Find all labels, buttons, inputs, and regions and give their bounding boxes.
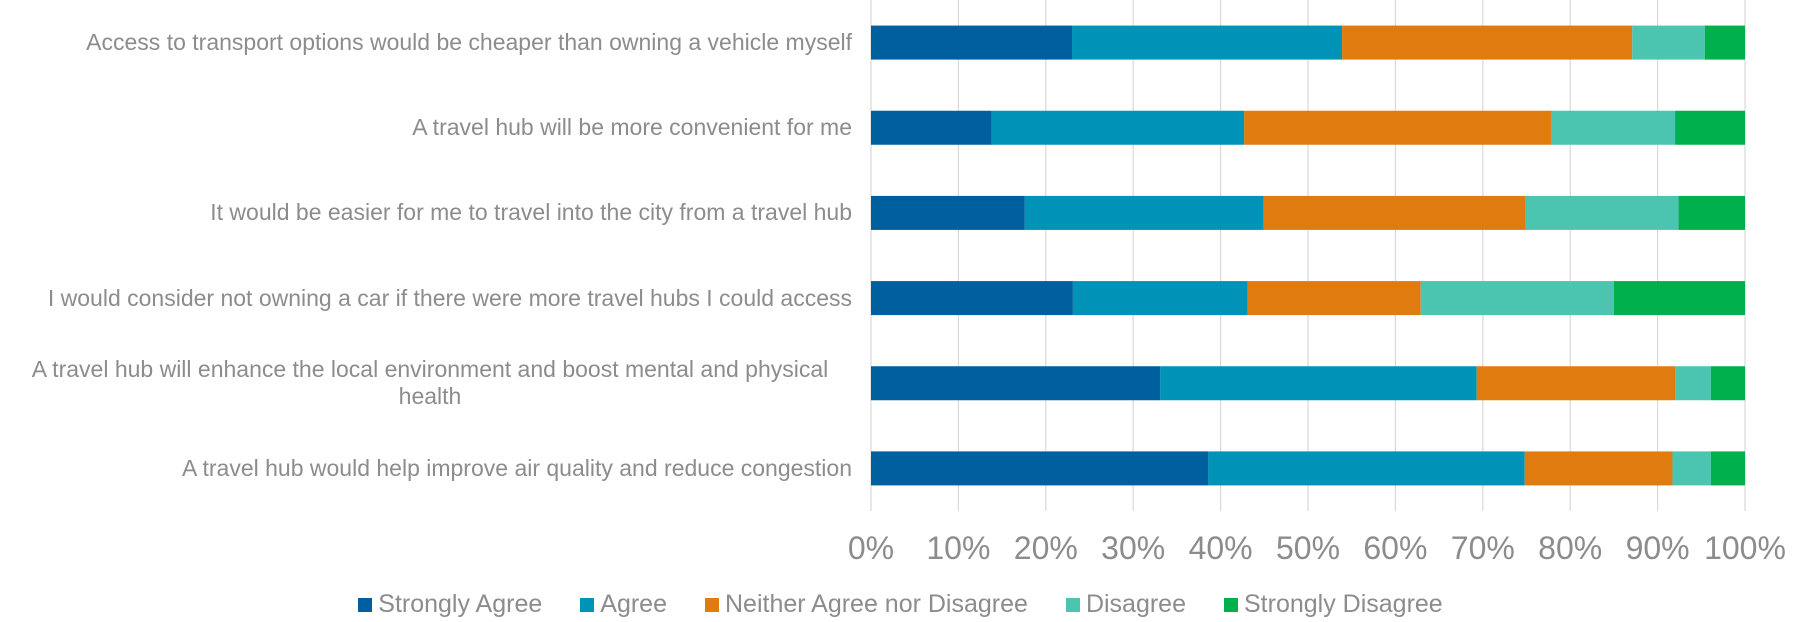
category-label: A travel hub will be more convenient for… <box>412 114 852 141</box>
x-tick-label: 50% <box>1275 530 1341 566</box>
legend-swatch <box>1065 597 1080 612</box>
x-tick-label: 70% <box>1450 530 1515 566</box>
category-label-row: It would be easier for me to travel into… <box>8 199 852 226</box>
bar-segment <box>1208 451 1525 486</box>
bar-segment <box>1613 281 1745 316</box>
x-tick-label: 60% <box>1363 530 1428 566</box>
legend-label: Strongly Disagree <box>1244 590 1443 618</box>
legend-label: Agree <box>600 590 667 618</box>
legend-swatch <box>1224 597 1238 612</box>
bar-segment <box>1072 281 1248 316</box>
bar-segment <box>871 110 992 145</box>
bar-segment <box>1160 366 1477 401</box>
bar-segment <box>871 25 1073 60</box>
bar-segment <box>871 366 1161 401</box>
legend: Strongly Agree Agree Neither Agree nor Dis… <box>0 590 1801 619</box>
bar-segment <box>871 451 1209 486</box>
bar-segment <box>1244 110 1551 145</box>
bar-segment <box>1420 281 1614 316</box>
bar-segment <box>1476 366 1676 401</box>
bar-segment <box>1710 451 1745 486</box>
bar-segment <box>871 281 1073 316</box>
legend-swatch <box>704 597 719 612</box>
x-tick-label: 90% <box>1625 530 1690 566</box>
legend-swatch <box>580 597 595 612</box>
legend-swatch <box>358 597 373 612</box>
bar-segment <box>1550 110 1676 145</box>
bar-segment <box>1710 366 1745 401</box>
legend-item: Disagree <box>1065 590 1186 619</box>
bar-segment <box>1678 195 1745 230</box>
legend-label: Disagree <box>1085 590 1186 618</box>
x-tick-label: 20% <box>1013 530 1078 566</box>
category-label-row: Access to transport options would be che… <box>8 29 852 56</box>
legend-item: Strongly Agree <box>358 590 542 619</box>
bar-segment <box>1524 451 1673 486</box>
category-label-row: A travel hub would help improve air qual… <box>8 455 852 482</box>
bar-segment <box>1672 451 1711 486</box>
legend-item: Strongly Disagree <box>1224 590 1443 619</box>
bar-segment <box>1263 195 1526 230</box>
bar-segment <box>871 195 1025 230</box>
category-label: A travel hub will enhance the local envi… <box>31 356 829 410</box>
legend-label: Neither Agree nor Disagree <box>724 590 1028 618</box>
x-tick-label: 80% <box>1538 530 1603 566</box>
bar-segment <box>1675 366 1711 401</box>
bar-segment <box>1525 195 1679 230</box>
x-tick-label: 100% <box>1704 530 1786 566</box>
bar-segment <box>1704 25 1745 60</box>
x-tick-label: 40% <box>1188 530 1253 566</box>
x-tick-label: 30% <box>1101 530 1166 566</box>
bar-segment <box>991 110 1245 145</box>
legend-item: Agree <box>580 590 667 619</box>
bar-segment <box>1342 25 1633 60</box>
category-label-row: I would consider not owning a car if the… <box>8 285 852 312</box>
category-label: It would be easier for me to travel into… <box>210 199 852 226</box>
bar-segment <box>1247 281 1421 316</box>
legend-item: Neither Agree nor Disagree <box>704 590 1028 619</box>
category-label: I would consider not owning a car if the… <box>47 284 852 311</box>
x-tick-label: 0% <box>847 530 895 566</box>
x-tick-label: 10% <box>926 530 991 566</box>
category-label-row: A travel hub will enhance the local envi… <box>8 356 852 410</box>
bar-segment <box>1632 25 1705 60</box>
bar-segment <box>1675 110 1745 145</box>
legend-label: Strongly Agree <box>378 590 543 618</box>
category-label: A travel hub would help improve air qual… <box>182 454 852 481</box>
bar-segment <box>1024 195 1264 230</box>
category-label-row: A travel hub will be more convenient for… <box>8 114 852 141</box>
category-label: Access to transport options would be che… <box>86 29 852 56</box>
bar-segment <box>1072 25 1343 60</box>
